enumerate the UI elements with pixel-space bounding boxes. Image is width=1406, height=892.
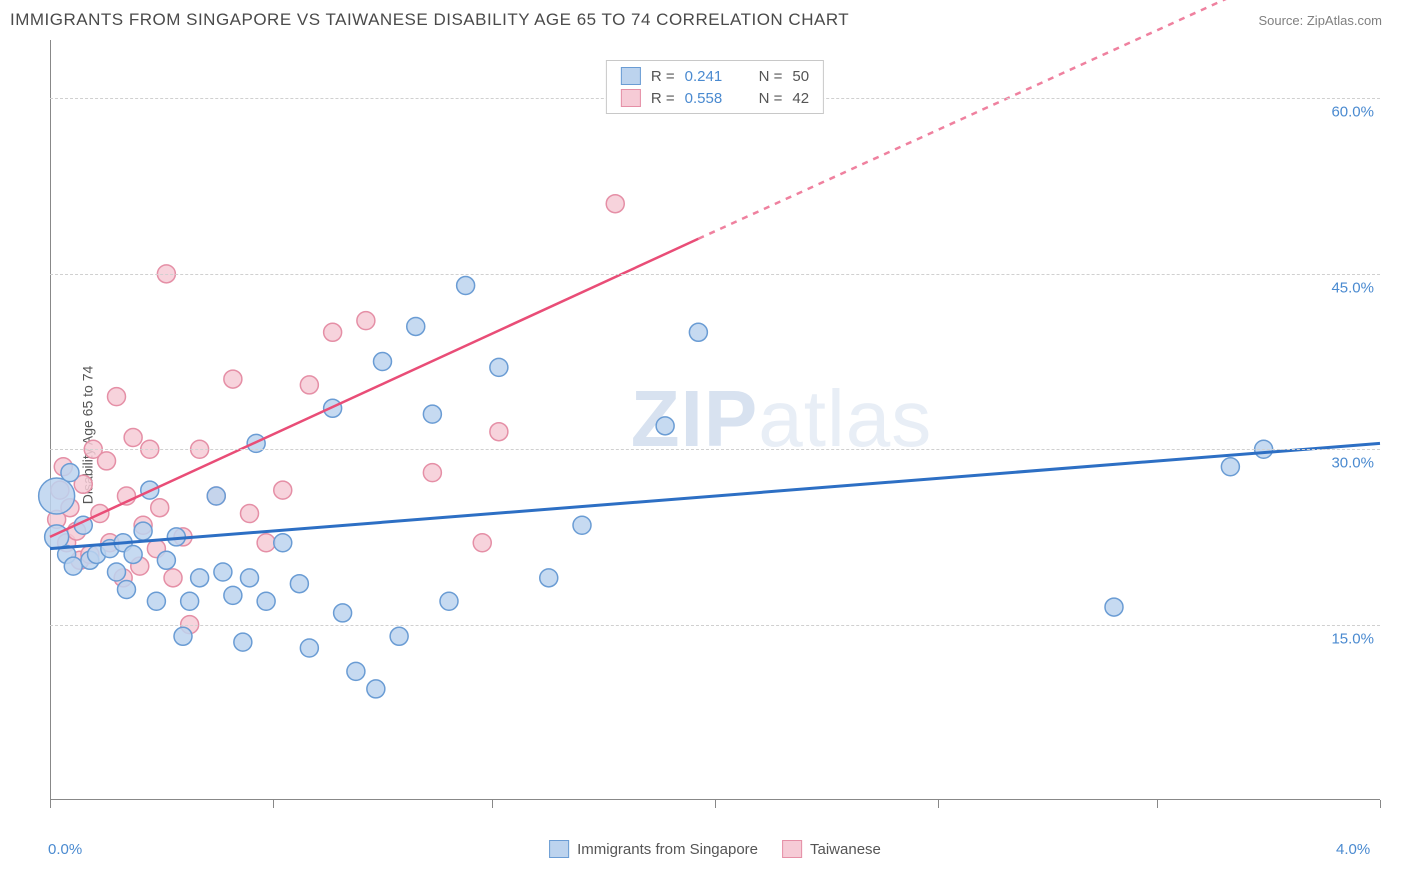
data-point (64, 557, 82, 575)
data-point (124, 429, 142, 447)
data-point (224, 370, 242, 388)
legend-row: R = 0.558 N = 42 (621, 87, 809, 109)
data-point (234, 633, 252, 651)
data-point (540, 569, 558, 587)
legend-row: R = 0.241 N = 50 (621, 65, 809, 87)
data-point (157, 551, 175, 569)
gridline (50, 625, 1380, 626)
n-label: N = (759, 68, 783, 85)
data-point (191, 569, 209, 587)
data-point (274, 481, 292, 499)
data-point (98, 452, 116, 470)
data-point (1221, 458, 1239, 476)
plot-svg (50, 40, 1380, 830)
data-point (300, 376, 318, 394)
data-point (241, 505, 259, 523)
chart-title: IMMIGRANTS FROM SINGAPORE VS TAIWANESE D… (10, 10, 849, 30)
data-point (108, 563, 126, 581)
data-point (334, 604, 352, 622)
data-point (241, 569, 259, 587)
r-label: R = (651, 68, 675, 85)
y-tick-label: 45.0% (1331, 279, 1374, 296)
data-point (147, 592, 165, 610)
correlation-legend: R = 0.241 N = 50 R = 0.558 N = 42 (606, 60, 824, 114)
data-point (457, 277, 475, 295)
data-point (214, 563, 232, 581)
data-point (300, 639, 318, 657)
data-point (689, 323, 707, 341)
data-point (324, 323, 342, 341)
r-label: R = (651, 90, 675, 107)
n-label: N = (759, 90, 783, 107)
x-tick-mark (1157, 800, 1158, 808)
data-point (134, 522, 152, 540)
data-point (1105, 598, 1123, 616)
data-point (39, 478, 75, 514)
data-point (181, 592, 199, 610)
legend-swatch (782, 840, 802, 858)
legend-swatch (621, 89, 641, 107)
data-point (347, 662, 365, 680)
data-point (257, 534, 275, 552)
legend-swatch (549, 840, 569, 858)
data-point (207, 487, 225, 505)
gridline (50, 274, 1380, 275)
data-point (374, 353, 392, 371)
data-point (117, 581, 135, 599)
chart-area: Disability Age 65 to 74 ZIPatlas R =0.24… (50, 40, 1380, 830)
data-point (367, 680, 385, 698)
data-point (473, 534, 491, 552)
data-point (490, 358, 508, 376)
series-legend: Immigrants from Singapore Taiwanese (549, 840, 881, 858)
data-point (108, 388, 126, 406)
regression-line-singapore (50, 443, 1380, 548)
data-point (573, 516, 591, 534)
data-point (423, 464, 441, 482)
data-point (274, 534, 292, 552)
data-point (257, 592, 275, 610)
data-point (224, 586, 242, 604)
x-tick-label: 4.0% (1336, 841, 1370, 858)
regression-line-taiwanese (50, 239, 698, 537)
n-value: 50 (792, 68, 809, 85)
data-point (656, 417, 674, 435)
data-point (151, 499, 169, 517)
source-label: Source: ZipAtlas.com (1258, 13, 1382, 28)
r-value: 0.241 (685, 68, 741, 85)
x-tick-mark (50, 800, 51, 808)
legend-item: Immigrants from Singapore (549, 840, 758, 858)
data-point (357, 312, 375, 330)
n-value: 42 (792, 90, 809, 107)
legend-label: Taiwanese (810, 841, 881, 858)
x-tick-mark (1380, 800, 1381, 808)
legend-item: Taiwanese (782, 840, 881, 858)
data-point (124, 545, 142, 563)
data-point (164, 569, 182, 587)
y-tick-label: 60.0% (1331, 104, 1374, 121)
y-tick-label: 15.0% (1331, 630, 1374, 647)
data-point (440, 592, 458, 610)
x-tick-mark (938, 800, 939, 808)
r-value: 0.558 (685, 90, 741, 107)
x-tick-mark (715, 800, 716, 808)
data-point (606, 195, 624, 213)
y-tick-label: 30.0% (1331, 455, 1374, 472)
data-point (174, 627, 192, 645)
data-point (490, 423, 508, 441)
data-point (290, 575, 308, 593)
x-tick-mark (273, 800, 274, 808)
x-tick-label: 0.0% (48, 841, 82, 858)
gridline (50, 449, 1380, 450)
data-point (61, 464, 79, 482)
data-point (423, 405, 441, 423)
data-point (407, 317, 425, 335)
x-tick-mark (492, 800, 493, 808)
legend-label: Immigrants from Singapore (577, 841, 758, 858)
legend-swatch (621, 67, 641, 85)
data-point (390, 627, 408, 645)
